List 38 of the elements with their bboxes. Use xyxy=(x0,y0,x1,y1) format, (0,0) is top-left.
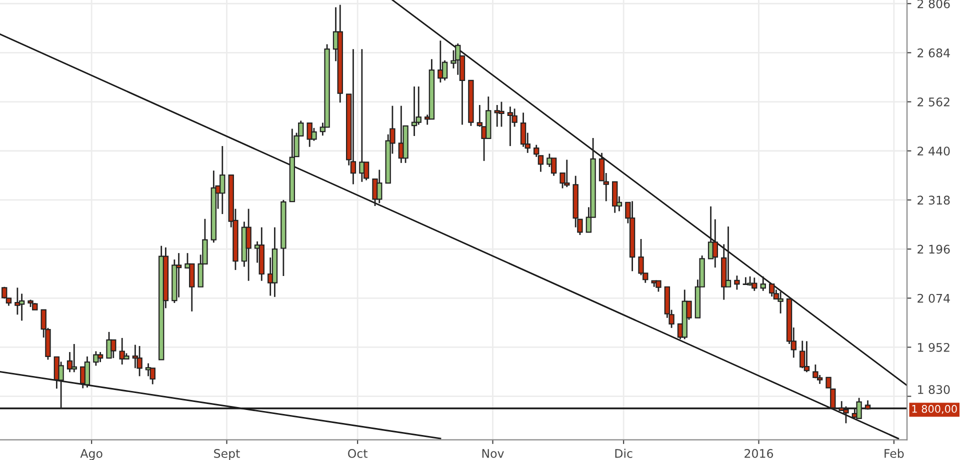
candlestick xyxy=(498,101,504,128)
x-tick-label: 2016 xyxy=(744,448,774,458)
candlestick xyxy=(800,340,806,369)
candlestick xyxy=(97,351,104,363)
candlestick xyxy=(507,106,514,147)
y-tick-label: 2 562 xyxy=(918,98,950,106)
x-tick-label: Feb xyxy=(884,448,904,458)
candlestick xyxy=(145,362,152,377)
candlestick xyxy=(656,280,662,292)
candlestick xyxy=(93,350,99,366)
candlestick xyxy=(176,252,182,298)
candlestick xyxy=(550,157,557,177)
candlestick xyxy=(734,274,740,290)
candlestick xyxy=(725,226,732,288)
candlestick xyxy=(71,343,77,373)
candlestick xyxy=(768,283,775,298)
candlestick xyxy=(136,345,142,377)
ref-line-label: 1 800,00 xyxy=(912,404,957,414)
y-tick-label: 2 196 xyxy=(918,244,950,254)
y-tick-label: 2 440 xyxy=(918,146,950,156)
y-tick-label: 2 684 xyxy=(918,48,950,58)
x-tick-label: Ago xyxy=(80,449,102,460)
candlestick xyxy=(760,276,766,292)
candlestick xyxy=(804,340,810,373)
candlestick xyxy=(246,208,252,282)
x-tick-label: Nov xyxy=(482,449,504,458)
candlestick xyxy=(778,291,784,314)
x-tick-label: Sept xyxy=(214,448,240,460)
candlestick xyxy=(350,48,356,185)
candlestick xyxy=(638,238,644,276)
y-tick-label: 2 318 xyxy=(918,196,950,205)
x-tick-label: Dic xyxy=(615,448,632,458)
candlestick xyxy=(150,367,156,385)
y-tick-label: 1 830 xyxy=(918,385,950,394)
candlestick xyxy=(712,218,718,268)
x-tick-label: Oct xyxy=(348,448,368,458)
y-tick-label: 1 952 xyxy=(918,342,950,352)
y-tick-label: 2 074 xyxy=(918,294,950,303)
